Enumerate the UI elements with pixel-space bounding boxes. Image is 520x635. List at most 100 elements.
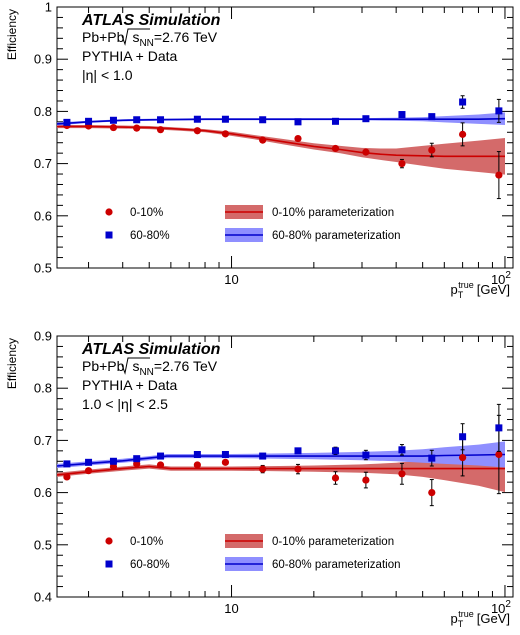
data-point-circle	[398, 160, 406, 168]
data-point-circle	[398, 470, 406, 478]
data-point-square	[294, 118, 302, 126]
data-point-square	[133, 116, 141, 124]
y-tick-label: 0.5	[34, 261, 52, 276]
x-axis-label-sup: true	[458, 280, 474, 290]
data-point-circle	[156, 461, 165, 469]
data-point-circle	[221, 458, 230, 466]
data-point-circle	[84, 467, 93, 475]
parameterization-line	[56, 465, 505, 476]
data-point-circle	[259, 465, 267, 473]
data-point-square	[157, 116, 165, 124]
annotation-generator: PYTHIA + Data	[82, 48, 178, 64]
data-point-square	[362, 115, 370, 123]
sqrt-symbol	[121, 357, 150, 375]
data-point-circle	[362, 476, 370, 484]
legend: 0-10% 0-10% parameterization 60-80% 60-80% …	[105, 534, 401, 571]
data-point-square	[398, 446, 406, 454]
data-point-circle	[331, 474, 340, 482]
x-tick-label: 10	[224, 272, 238, 287]
y-tick-label: 1	[45, 0, 52, 15]
data-point-circle	[63, 473, 71, 481]
data-point-square	[428, 454, 436, 462]
data-point-square	[193, 115, 201, 123]
x-axis-label-main: p	[451, 282, 458, 297]
data-point-circle	[495, 450, 503, 459]
data-point-circle	[259, 136, 267, 144]
x-tick-label-base: 10	[491, 601, 505, 616]
annotation-energy: Pb+Pb sNN=2.76 TeV	[82, 358, 218, 378]
legend-label: 60-80%	[130, 230, 170, 242]
x-axis-label-main: p	[451, 611, 458, 626]
data-point-square	[133, 455, 141, 463]
data-point-square	[221, 115, 229, 123]
parameterization-line	[56, 117, 506, 125]
x-axis-label-sup: true	[458, 609, 474, 619]
parameterization-line	[56, 453, 506, 467]
data-point-circle	[495, 171, 503, 179]
data-point-square	[63, 118, 71, 126]
data-point-square	[221, 450, 229, 458]
y-axis-label: Efficiency	[5, 338, 19, 389]
parameterization-band	[57, 441, 505, 469]
annotation-eta-range: |η| < 1.0	[82, 67, 133, 83]
annotation-sqrt-s: s	[132, 358, 139, 374]
data-point-square	[259, 116, 267, 124]
x-tick-label-base: 10	[224, 272, 238, 287]
legend: 0-10% 0-10% parameterization 60-80% 60-80% …	[105, 205, 401, 242]
x-tick-label-exponent: 2	[505, 599, 511, 610]
data-point-circle	[193, 127, 201, 135]
data-point-square	[85, 458, 93, 466]
data-point-circle	[428, 146, 436, 154]
data-point-square	[459, 98, 467, 106]
data-point-circle	[459, 454, 467, 462]
data-point-square	[428, 113, 436, 121]
y-tick-label: 0.7	[34, 433, 52, 448]
data-point-square	[398, 111, 406, 119]
x-tick-label-base: 10	[491, 272, 505, 287]
annotation-eta-range: 1.0 < |η| < 2.5	[82, 396, 168, 412]
data-point-square	[495, 424, 503, 432]
y-tick-label: 0.7	[34, 156, 52, 171]
annotation-nn: NN	[139, 367, 153, 378]
sqrt-symbol	[121, 28, 150, 46]
data-point-square	[459, 433, 467, 441]
data-point-circle	[156, 126, 165, 134]
legend-label: 0-10%	[130, 207, 163, 219]
x-tick-label: 102	[491, 599, 511, 616]
data-point-square	[85, 117, 93, 125]
data-point-square	[331, 117, 339, 125]
data-point-circle	[193, 461, 201, 469]
chart-title: ATLAS Simulation	[81, 12, 221, 29]
data-point-circle	[331, 144, 340, 153]
x-axis-label-unit: [GeV]	[477, 611, 510, 626]
data-point-square	[495, 107, 503, 115]
x-tick-label: 102	[491, 270, 511, 287]
legend-marker-square	[105, 560, 113, 568]
data-point-square	[259, 452, 267, 460]
plot-frame	[56, 6, 514, 269]
data-point-square	[157, 452, 165, 460]
y-tick-label: 0.6	[34, 485, 52, 500]
y-tick-label: 0.9	[34, 52, 52, 67]
data-point-circle	[459, 130, 467, 138]
legend-marker-circle	[105, 208, 113, 216]
y-tick-label: 0.4	[34, 590, 52, 605]
data-point-circle	[133, 124, 141, 132]
data-point-circle	[109, 123, 118, 132]
annotation-energy-value: =2.76 TeV	[154, 29, 218, 45]
annotation-system: Pb+Pb	[82, 29, 125, 45]
annotation-nn: NN	[139, 38, 153, 49]
data-point-circle	[221, 130, 230, 138]
annotation-sqrt-s: s	[132, 29, 139, 45]
legend-marker-circle	[105, 537, 113, 545]
data-point-square	[193, 450, 201, 458]
annotation-energy-value: =2.76 TeV	[154, 358, 218, 374]
y-tick-label: 0.9	[34, 329, 52, 344]
y-tick-label: 0.8	[34, 381, 52, 396]
chart-panel-2: 0.40.50.60.70.80.910 102EfficiencypTtrue[…	[5, 329, 514, 629]
legend-label: 60-80% parameterization	[272, 559, 401, 571]
chart-title: ATLAS Simulation	[81, 341, 221, 358]
x-axis-label: pTtrue [GeV]	[451, 280, 511, 300]
data-point-circle	[294, 134, 302, 143]
